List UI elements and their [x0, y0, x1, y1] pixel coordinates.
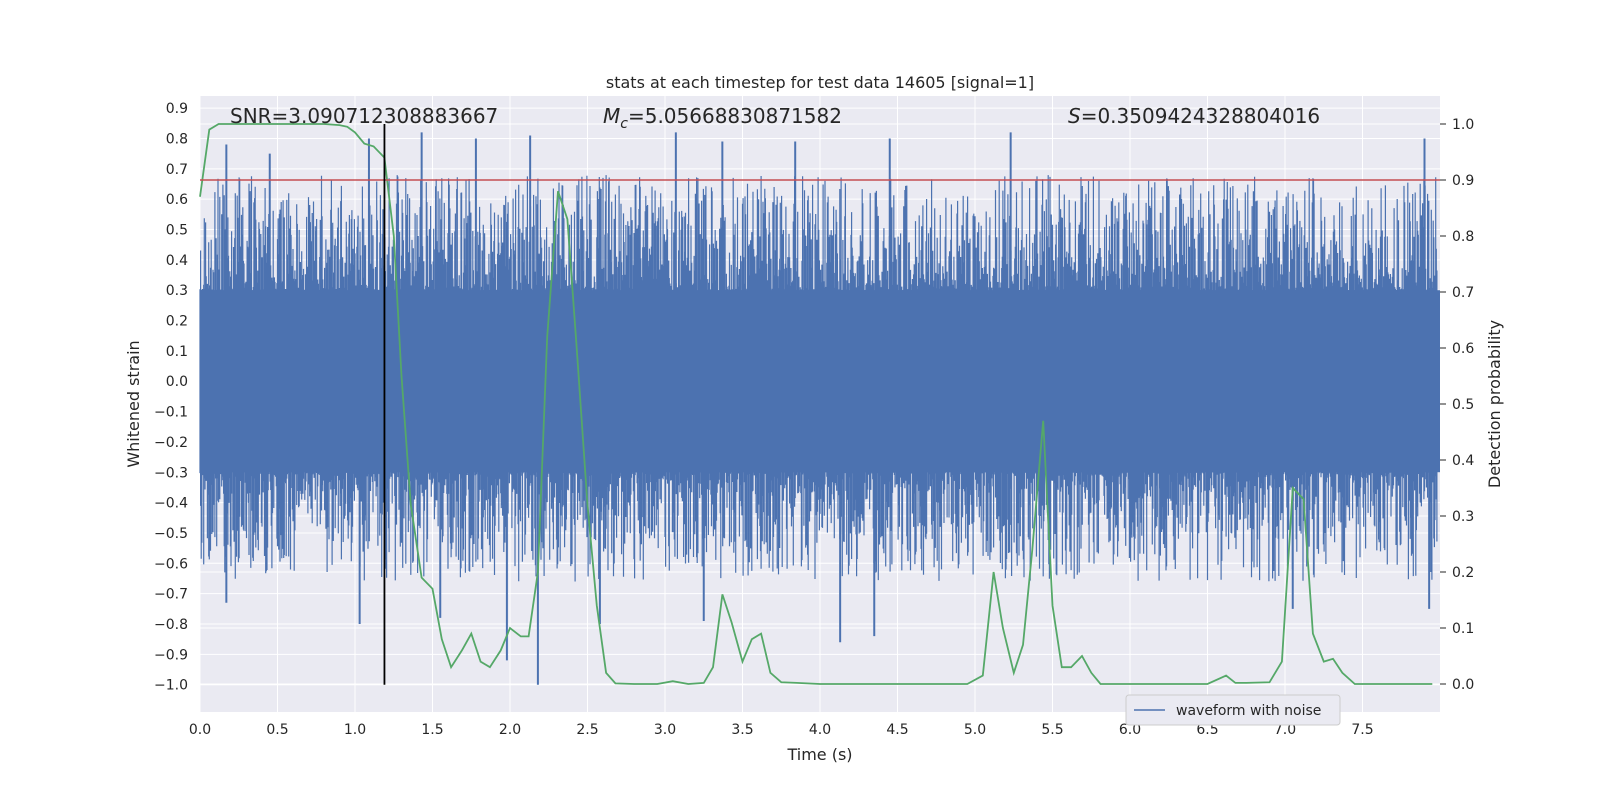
y-tick-label: −0.6: [154, 556, 188, 572]
y-tick-label: 0.3: [166, 283, 188, 299]
y-tick-label: −0.5: [154, 526, 188, 542]
chart-title: stats at each timestep for test data 146…: [606, 73, 1034, 92]
x-axis-label: Time (s): [786, 745, 852, 764]
y-tick-label: −0.7: [154, 587, 188, 603]
y2-tick-label: 0.8: [1452, 229, 1474, 245]
y-tick-label: −0.2: [154, 435, 188, 451]
x-tick-label: 4.0: [809, 722, 831, 738]
y-tick-label: −0.9: [154, 647, 188, 663]
y-tick-label: 0.0: [166, 374, 188, 390]
waveform-noise: [199, 175, 1438, 582]
y2-tick-label: 0.5: [1452, 397, 1474, 413]
y-tick-label: −0.8: [154, 617, 188, 633]
y2-tick-label: 0.7: [1452, 285, 1474, 301]
x-tick-label: 3.0: [654, 722, 676, 738]
y2-axis-label: Detection probability: [1485, 320, 1504, 488]
mc-value: =5.05668830871582: [628, 104, 842, 128]
x-tick-label: 7.0: [1274, 722, 1296, 738]
x-tick-label: 0.5: [266, 722, 288, 738]
probability-series: [199, 123, 1433, 685]
x-tick-label: 6.0: [1119, 722, 1141, 738]
x-tick-label: 6.5: [1196, 722, 1218, 738]
s-value: =0.3509424328804016: [1081, 104, 1320, 128]
y-tick-labels: 0.9 0.8 0.7 0.6 0.5 0.4 0.3 0.2 0.1 0.0 −0.1 −0.2 −0…: [154, 101, 188, 694]
y-tick-label: 0.1: [166, 344, 188, 360]
y-tick-label: 0.6: [166, 192, 188, 208]
legend-label: waveform with noise: [1176, 703, 1321, 719]
legend-box: [1125, 694, 1341, 726]
x-tick-label: 0.0: [189, 722, 211, 738]
mc-subscript: c: [620, 116, 628, 132]
s-symbol: S: [1068, 104, 1081, 128]
x-tick-label: 7.5: [1351, 722, 1373, 738]
y2-tick-label: 0.6: [1452, 341, 1474, 357]
y2-tick-label: 0.2: [1452, 565, 1474, 581]
y-tick-label: 0.4: [166, 253, 188, 269]
legend: waveform with noise: [1125, 694, 1341, 726]
x-tick-label: 2.0: [499, 722, 521, 738]
y-tick-label: 0.8: [166, 131, 188, 147]
annotations: SNR=3.090712308883667 Mc=5.0566883087158…: [230, 104, 1320, 132]
y2-tick-label: 0.1: [1452, 621, 1474, 637]
reference-lines: [200, 124, 1440, 685]
y-tick-label: −0.3: [154, 465, 188, 481]
y2-tick-label: 0.4: [1452, 453, 1474, 469]
x-tick-label: 3.5: [731, 722, 753, 738]
s-annotation: S=0.3509424328804016: [1068, 104, 1320, 128]
y-tick-label: −0.4: [154, 496, 188, 512]
probability-line: [199, 123, 1433, 685]
x-tick-label: 1.0: [344, 722, 366, 738]
x-tick-label: 5.5: [1041, 722, 1063, 738]
mc-symbol: M: [603, 104, 620, 128]
x-tick-labels: 0.0 0.5 1.0 1.5 2.0 2.5 3.0 3.5 4.0 4.5 5.0 5.5 6.0 6…: [189, 722, 1374, 738]
y2-tick-label: 1.0: [1452, 117, 1474, 133]
y2-tick-label: 0.3: [1452, 509, 1474, 525]
mc-annotation: Mc=5.05668830871582: [603, 104, 842, 132]
y-tick-label: −1.0: [154, 678, 188, 694]
x-tick-label: 4.5: [886, 722, 908, 738]
y-tick-label: 0.2: [166, 314, 188, 330]
x-tick-label: 2.5: [576, 722, 598, 738]
y-axis-label: Whitened strain: [124, 340, 143, 467]
y2-tick-labels: 1.0 0.9 0.8 0.7 0.6 0.5 0.4 0.3 0.2 0.1 0.0: [1440, 117, 1474, 693]
y2-tick-label: 0.9: [1452, 173, 1474, 189]
y-tick-label: 0.7: [166, 162, 188, 178]
y-tick-label: −0.1: [154, 405, 188, 421]
snr-annotation: SNR=3.090712308883667: [230, 104, 498, 128]
x-tick-label: 5.0: [964, 722, 986, 738]
y2-tick-label: 0.0: [1452, 677, 1474, 693]
y-tick-label: 0.9: [166, 101, 188, 117]
y-tick-label: 0.5: [166, 223, 188, 239]
x-tick-label: 1.5: [421, 722, 443, 738]
